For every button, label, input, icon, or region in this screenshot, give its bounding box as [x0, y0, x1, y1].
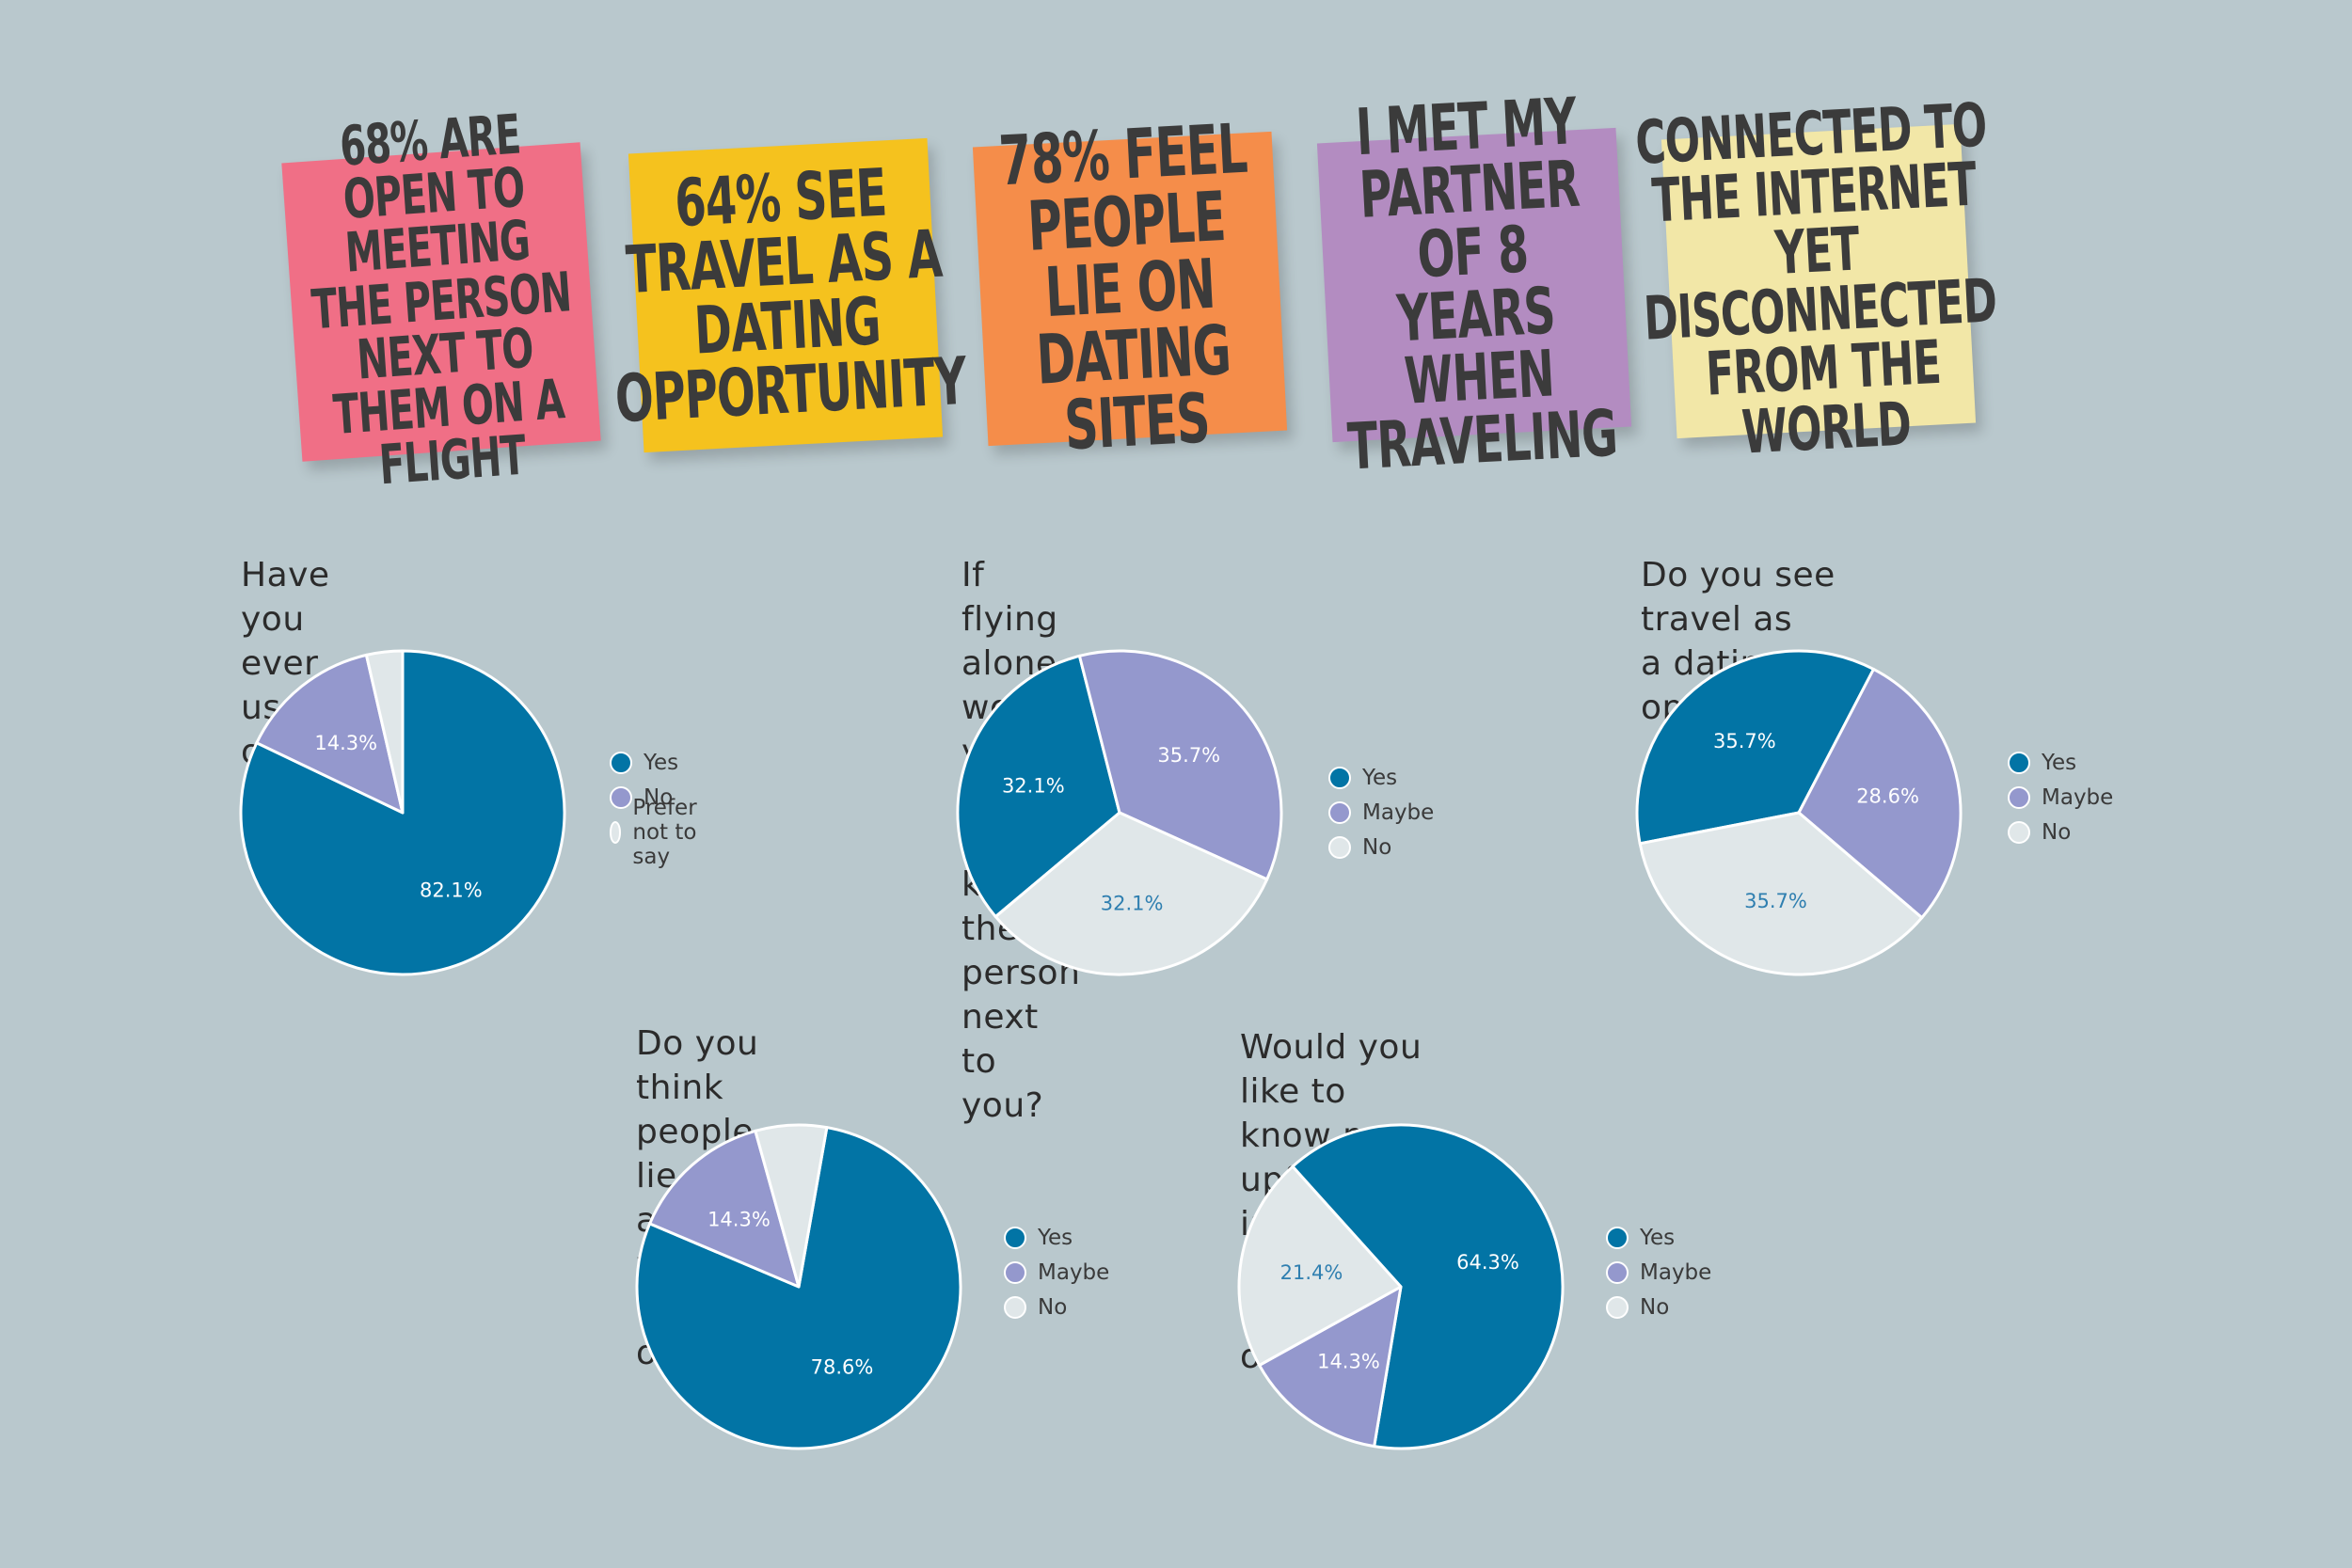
legend-item-no: No — [2008, 815, 2113, 849]
legend-swatch — [1606, 1295, 1629, 1319]
pie-slice-maybe — [1258, 1285, 1403, 1449]
legend-swatch — [1004, 1295, 1026, 1319]
legend-label: No — [1640, 1294, 1670, 1320]
pie-slice-yes — [956, 654, 1121, 919]
sticky-note-connected: Connected to the internet yet disconnect… — [1634, 90, 1998, 467]
legend-label: No — [1038, 1294, 1068, 1320]
pie-slice-yes — [1635, 649, 1875, 846]
sticky-note-text: 78% feel people lie on dating sites — [996, 108, 1249, 466]
pie-data-label: 35.7% — [1713, 730, 1776, 752]
pie-legend: Yes Maybe No — [1606, 1220, 1711, 1324]
pie-data-label: 35.7% — [1157, 744, 1220, 767]
pie-slice-maybe — [648, 1129, 801, 1289]
legend-swatch — [610, 820, 622, 844]
legend-label: Yes — [2042, 750, 2077, 775]
pie-legend: Yes No Prefer not to say — [610, 745, 707, 869]
legend-item-maybe: Maybe — [1606, 1255, 1711, 1290]
legend-swatch — [1328, 835, 1351, 859]
sticky-note-text: 64% see travel as a dating opportunity — [612, 154, 968, 438]
pie-data-label: 32.1% — [1002, 774, 1065, 797]
legend-swatch — [1004, 1226, 1026, 1249]
pie-legend: Yes Maybe No — [1328, 760, 1434, 864]
legend-label: Maybe — [2042, 784, 2114, 810]
legend-swatch — [1328, 766, 1351, 789]
legend-swatch — [1328, 800, 1351, 824]
sticky-note-travel-dating: 64% see travel as a dating opportunity — [613, 137, 968, 453]
pie-svg: 35.7% 28.6% 35.7% — [1635, 649, 1963, 976]
legend-label: No — [1362, 834, 1392, 860]
legend-label: Maybe — [1038, 1259, 1110, 1285]
legend-item-no: No — [610, 780, 707, 815]
legend-item-maybe: Maybe — [1328, 795, 1434, 830]
pie-slice-yes — [1291, 1123, 1565, 1450]
pie-data-label: 14.3% — [314, 732, 377, 754]
legend-swatch — [2008, 751, 2030, 774]
legend-item-no: No — [1328, 830, 1434, 864]
legend-item-yes: Yes — [1606, 1220, 1711, 1255]
pie-svg: 32.1% 35.7% 32.1% — [956, 649, 1283, 976]
legend-item-no: No — [1004, 1290, 1109, 1324]
sticky-note-text: 68% are open to meeting the person next … — [310, 103, 573, 498]
legend-label: No — [2042, 819, 2072, 845]
pie-data-label: 14.3% — [1317, 1351, 1380, 1373]
legend-item-yes: Yes — [1328, 760, 1434, 795]
pie-slice-no — [1638, 811, 1924, 976]
legend-item-yes: Yes — [1004, 1220, 1109, 1255]
legend-label: No — [644, 784, 674, 810]
pie-slice-prefer-not-to-say — [364, 649, 405, 815]
pie-slice-maybe — [1077, 649, 1283, 881]
legend-swatch — [1606, 1260, 1629, 1284]
legend-label: Maybe — [1640, 1259, 1712, 1285]
legend-swatch — [610, 785, 632, 809]
pie-legend: Yes Maybe No — [1004, 1220, 1109, 1324]
pie-data-label: 14.3% — [707, 1209, 771, 1231]
pie-slice-no — [754, 1123, 829, 1289]
pie-svg: 82.1% 14.3% — [239, 649, 566, 976]
pie-legend: Yes Maybe No — [2008, 745, 2113, 849]
legend-item-prefer-not-to-say: Prefer not to say — [610, 796, 707, 869]
legend-swatch — [610, 751, 632, 774]
sticky-note-people-lie: 78% feel people lie on dating sites — [972, 108, 1288, 465]
legend-label: Maybe — [1362, 800, 1435, 825]
pie-data-label: 35.7% — [1744, 890, 1807, 912]
pie-svg: 78.6% 14.3% — [635, 1123, 962, 1450]
sticky-note-text: Connected to the internet yet disconnect… — [1633, 90, 1998, 467]
legend-item-yes: Yes — [2008, 745, 2113, 780]
legend-item-maybe: Maybe — [2008, 780, 2113, 815]
legend-label: Prefer not to say — [632, 795, 697, 869]
pie-slice-no — [993, 811, 1269, 976]
legend-swatch — [1606, 1226, 1629, 1249]
pie-slice-no — [1237, 1164, 1403, 1367]
legend-label: Yes — [1038, 1225, 1073, 1250]
legend-swatch — [2008, 820, 2030, 844]
pie-data-label: 78.6% — [811, 1356, 874, 1379]
sticky-note-met-partner: I met my partner of 8 years when traveli… — [1316, 85, 1632, 485]
legend-swatch — [2008, 785, 2030, 809]
sticky-note-text: I met my partner of 8 years when traveli… — [1345, 84, 1619, 486]
pie-data-label: 82.1% — [420, 879, 483, 901]
legend-item-maybe: Maybe — [1004, 1255, 1109, 1290]
pie-data-label: 64.3% — [1456, 1251, 1519, 1274]
legend-swatch — [1004, 1260, 1026, 1284]
pie-data-label: 21.4% — [1280, 1261, 1343, 1284]
pie-slice-no — [255, 653, 405, 815]
legend-item-yes: Yes — [610, 745, 707, 780]
legend-label: Yes — [1640, 1225, 1676, 1250]
pie-svg: 64.3% 14.3% 21.4% — [1237, 1123, 1565, 1450]
pie-data-label: 28.6% — [1856, 785, 1919, 808]
pie-data-label: 32.1% — [1101, 892, 1164, 914]
legend-item-no: No — [1606, 1290, 1711, 1324]
legend-label: Yes — [644, 750, 679, 775]
sticky-note-open-to-meeting: 68% are open to meeting the person next … — [281, 103, 601, 498]
legend-label: Yes — [1362, 765, 1398, 790]
pie-slice-maybe — [1797, 667, 1963, 920]
